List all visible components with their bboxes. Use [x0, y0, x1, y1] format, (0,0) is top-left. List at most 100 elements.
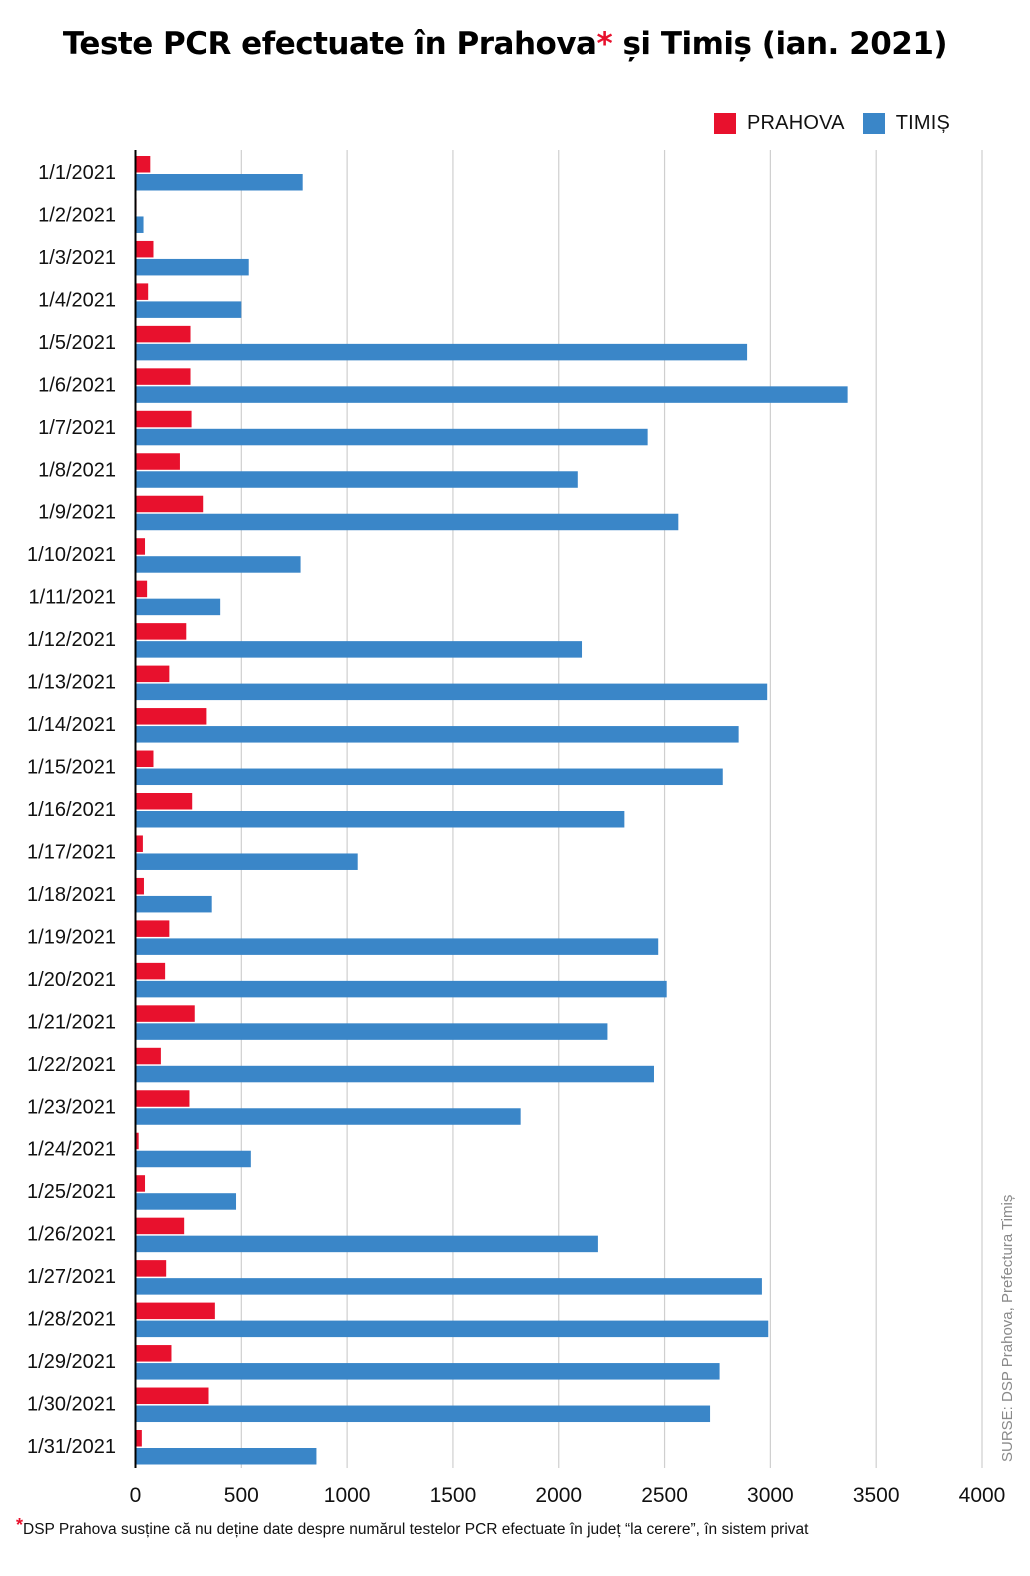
- y-tick-label: 1/11/2021: [29, 587, 117, 609]
- bar-prahova: [135, 368, 191, 385]
- title-asterisk: *: [596, 26, 613, 62]
- bar-prahova: [135, 1047, 161, 1065]
- y-tick-label: 1/3/2021: [38, 247, 116, 269]
- bar-timis: [135, 1235, 598, 1253]
- legend-label-prahova: PRAHOVA: [747, 111, 845, 134]
- bar-prahova: [135, 1217, 185, 1235]
- y-tick-label: 1/9/2021: [38, 502, 116, 524]
- chart-title-main: Teste PCR efectuate în Prahova: [62, 26, 597, 62]
- bar-prahova: [135, 920, 170, 937]
- legend-item-prahova[interactable]: PRAHOVA: [714, 112, 845, 135]
- bar-prahova: [135, 708, 207, 725]
- x-tick-label: 1000: [324, 1484, 371, 1507]
- bar-timis: [135, 556, 301, 573]
- bar-timis: [135, 1150, 251, 1168]
- y-tick-label: 1/10/2021: [27, 544, 116, 566]
- bar-timis: [135, 258, 249, 276]
- footnote: *DSP Prahova susține că nu deține date d…: [16, 1515, 809, 1539]
- bar-timis: [135, 1193, 237, 1210]
- bar-timis: [135, 471, 578, 488]
- y-tick-label: 1/14/2021: [27, 714, 116, 736]
- y-tick-label: 1/16/2021: [27, 799, 116, 821]
- bar-timis: [135, 980, 667, 998]
- legend-item-timis[interactable]: TIMIȘ: [862, 112, 950, 135]
- bar-prahova: [135, 1175, 146, 1192]
- y-tick-label: 1/1/2021: [38, 162, 116, 184]
- footnote-text: DSP Prahova susține că nu deține date de…: [23, 1521, 809, 1538]
- x-tick-label: 1500: [430, 1484, 477, 1507]
- bar-timis: [135, 641, 583, 658]
- bar-timis: [135, 811, 625, 828]
- y-tick-label: 1/28/2021: [27, 1309, 116, 1331]
- bar-timis: [135, 301, 242, 318]
- y-tick-label: 1/31/2021: [27, 1436, 116, 1458]
- bar-prahova: [135, 877, 144, 895]
- source-note: SURSE: DSP Prahova, Prefectura Timiș: [999, 1194, 1016, 1462]
- bars: [135, 156, 848, 1465]
- y-tick-label: 1/13/2021: [27, 672, 116, 694]
- y-tick-label: 1/17/2021: [27, 841, 116, 863]
- y-tick-label: 1/6/2021: [38, 374, 116, 396]
- bar-timis: [135, 726, 739, 743]
- chart-title-rest: și Timiș (ian. 2021): [612, 26, 948, 62]
- bar-prahova: [135, 1302, 215, 1320]
- y-tick-label: 1/27/2021: [27, 1266, 116, 1288]
- x-tick-label: 500: [224, 1484, 259, 1507]
- legend-swatch-prahova: [714, 112, 736, 134]
- bar-prahova: [135, 1260, 167, 1277]
- bar-prahova: [135, 580, 148, 598]
- legend-swatch-timis: [862, 112, 885, 134]
- bar-timis: [135, 853, 358, 870]
- bar-prahova: [135, 623, 187, 640]
- y-tick-label: 1/25/2021: [27, 1181, 116, 1203]
- bar-timis: [135, 428, 648, 446]
- y-tick-label: 1/12/2021: [27, 629, 116, 651]
- y-tick-label: 1/18/2021: [27, 884, 116, 906]
- bar-timis: [135, 1448, 317, 1465]
- bar-timis: [135, 1023, 608, 1040]
- x-tick-label: 3000: [747, 1484, 794, 1507]
- legend: PRAHOVA TIMIȘ: [714, 110, 968, 136]
- bar-prahova: [135, 835, 143, 852]
- bar-prahova: [135, 1005, 195, 1022]
- bar-timis: [135, 1278, 762, 1295]
- bar-timis: [135, 1320, 769, 1338]
- bar-prahova: [135, 665, 170, 683]
- bar-timis: [135, 683, 768, 701]
- bar-timis: [135, 174, 303, 191]
- bar-prahova: [135, 750, 154, 768]
- chart-title: Teste PCR efectuate în Prahova* și Timiș…: [0, 26, 1010, 62]
- bar-prahova: [135, 240, 154, 258]
- bar-timis: [135, 598, 221, 616]
- x-tick-label: 2000: [535, 1484, 582, 1507]
- y-tick-label: 1/26/2021: [27, 1224, 116, 1246]
- x-tick-label: 4000: [959, 1484, 1006, 1507]
- bar-prahova: [135, 410, 192, 428]
- bar-prahova: [135, 325, 191, 343]
- bar-prahova: [135, 793, 193, 810]
- y-tick-label: 1/20/2021: [27, 969, 116, 991]
- bar-timis: [135, 768, 723, 786]
- y-tick-label: 1/7/2021: [38, 417, 116, 439]
- y-tick-label: 1/5/2021: [38, 332, 116, 354]
- bar-timis: [135, 1108, 521, 1125]
- bar-prahova: [135, 1387, 209, 1405]
- y-axis-labels: 1/1/2021 1/2/2021 1/3/2021 1/4/2021 1/5/2021…: [27, 162, 116, 1458]
- bar-prahova: [135, 962, 166, 980]
- bar-timis: [135, 1065, 654, 1083]
- y-tick-label: 1/2/2021: [38, 204, 116, 226]
- bar-prahova: [135, 283, 149, 300]
- bar-timis: [135, 1405, 711, 1423]
- bar-timis: [135, 386, 848, 403]
- x-tick-label: 0: [130, 1484, 142, 1507]
- bar-prahova: [135, 1430, 142, 1447]
- x-tick-label: 3500: [853, 1484, 900, 1507]
- y-tick-label: 1/23/2021: [27, 1096, 116, 1118]
- y-tick-label: 1/15/2021: [27, 757, 116, 779]
- bar-timis: [135, 895, 212, 913]
- y-tick-label: 1/30/2021: [27, 1394, 116, 1416]
- bar-timis: [135, 513, 679, 531]
- y-tick-label: 1/24/2021: [27, 1139, 116, 1161]
- x-axis-labels: 0 500 1000 1500 2000 2500 3000 3500 4000: [130, 1484, 1006, 1507]
